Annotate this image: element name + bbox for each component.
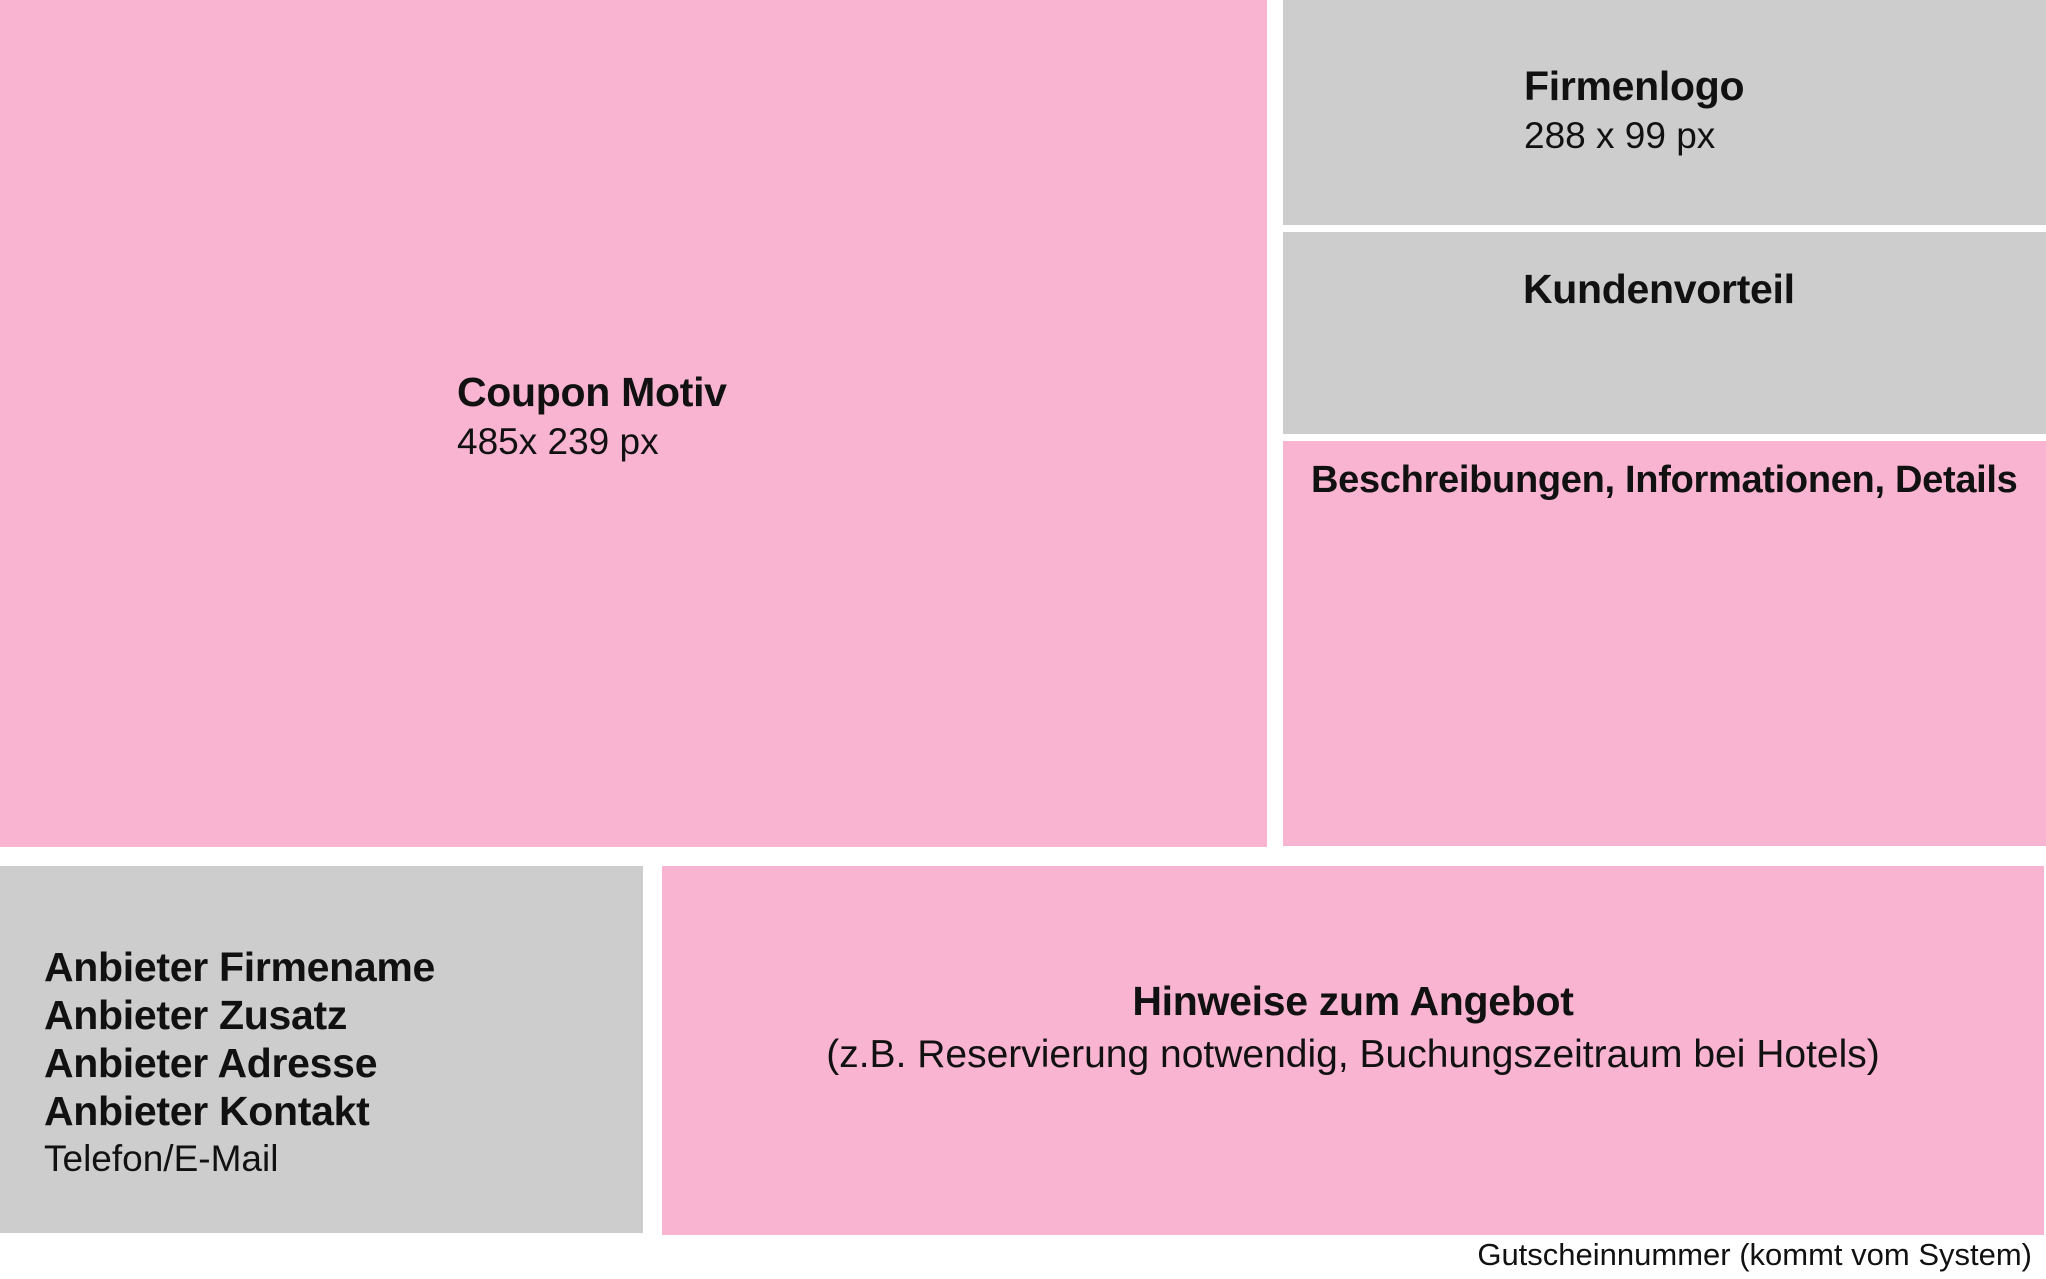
coupon-motiv-label: Coupon Motiv 485x 239 px	[457, 367, 727, 467]
anbieter-adresse: Anbieter Adresse	[44, 1040, 378, 1086]
hinweise-area: Hinweise zum Angebot (z.B. Reservierung …	[662, 866, 2044, 1235]
beschreibung-title: Beschreibungen, Informationen, Details	[1311, 459, 2018, 501]
firmenlogo-area: Firmenlogo 288 x 99 px	[1283, 0, 2046, 225]
hinweise-title: Hinweise zum Angebot	[1132, 978, 1574, 1024]
kundenvorteil-label: Kundenvorteil	[1523, 264, 1795, 314]
firmenlogo-size: 288 x 99 px	[1524, 115, 1716, 156]
anbieter-firmenname: Anbieter Firmename	[44, 944, 436, 990]
coupon-motiv-area: Coupon Motiv 485x 239 px	[0, 0, 1267, 847]
beschreibung-area: Beschreibungen, Informationen, Details	[1283, 441, 2046, 846]
anbieter-zusatz: Anbieter Zusatz	[44, 992, 348, 1038]
firmenlogo-label: Firmenlogo 288 x 99 px	[1524, 61, 1745, 161]
hinweise-example: (z.B. Reservierung notwendig, Buchungsze…	[826, 1033, 1880, 1076]
kundenvorteil-area: Kundenvorteil	[1283, 232, 2046, 434]
anbieter-area: Anbieter Firmename Anbieter Zusatz Anbie…	[0, 866, 643, 1233]
hinweise-label: Hinweise zum Angebot (z.B. Reservierung …	[662, 974, 2044, 1082]
coupon-motiv-title: Coupon Motiv	[457, 369, 727, 415]
coupon-motiv-size: 485x 239 px	[457, 421, 659, 462]
anbieter-telefon: Telefon/E-Mail	[44, 1138, 279, 1179]
firmenlogo-title: Firmenlogo	[1524, 63, 1745, 109]
kundenvorteil-title: Kundenvorteil	[1523, 266, 1795, 312]
anbieter-label: Anbieter Firmename Anbieter Zusatz Anbie…	[44, 943, 435, 1183]
anbieter-kontakt: Anbieter Kontakt	[44, 1088, 370, 1134]
gutscheinnummer-label: Gutscheinnummer (kommt vom System)	[1477, 1237, 2032, 1272]
